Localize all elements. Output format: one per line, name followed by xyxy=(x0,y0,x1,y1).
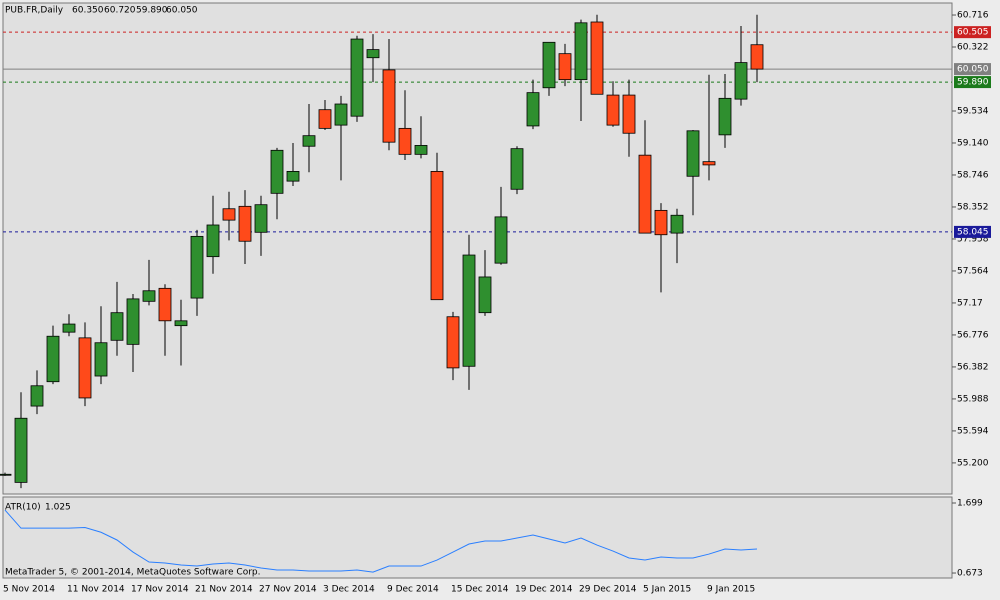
candle-body xyxy=(702,161,716,166)
candle-body xyxy=(718,97,732,136)
indicator-tick-label: 0.673 xyxy=(957,569,983,579)
price-level-label: 60.505 xyxy=(957,28,989,38)
candle-body xyxy=(622,94,636,134)
candle-body xyxy=(638,154,652,234)
atr-line xyxy=(4,509,758,573)
candle-body xyxy=(430,171,444,301)
price-level-label: 58.045 xyxy=(957,227,989,237)
candle-body xyxy=(686,130,700,177)
candle-body xyxy=(110,312,124,341)
y-tick-label: 56.776 xyxy=(957,330,989,340)
x-tick-label: 21 Nov 2014 xyxy=(195,585,253,595)
y-tick-label: 56.382 xyxy=(957,362,989,372)
candle-body xyxy=(286,171,300,182)
y-tick-label: 59.534 xyxy=(957,106,989,116)
candle-body xyxy=(734,62,748,100)
candle-body xyxy=(366,49,380,59)
y-tick-label: 55.988 xyxy=(957,394,989,404)
x-tick-label: 5 Jan 2015 xyxy=(643,585,691,595)
candle-body xyxy=(206,224,220,258)
y-tick-label: 57.17 xyxy=(957,298,983,308)
candle-body xyxy=(398,127,412,155)
price-level-tag xyxy=(954,63,991,76)
indicator-label: ATR(10) xyxy=(5,503,41,513)
candle-body xyxy=(510,148,524,190)
candle-body xyxy=(542,41,556,89)
candle-body xyxy=(158,287,172,322)
candle-body xyxy=(222,208,236,221)
y-tick-label: 55.594 xyxy=(957,426,989,436)
candle-body xyxy=(446,316,460,369)
y-tick-label: 58.352 xyxy=(957,202,989,212)
title-high: 60.720 xyxy=(104,6,136,16)
candle-body xyxy=(750,44,764,70)
x-tick-label: 15 Dec 2014 xyxy=(451,585,509,595)
candle-body xyxy=(670,214,684,234)
candle-body xyxy=(62,323,76,333)
x-tick-label: 9 Jan 2015 xyxy=(707,585,755,595)
title-open: 60.350 xyxy=(72,6,104,16)
candle-body xyxy=(462,254,476,367)
indicator-tick-label: 1.699 xyxy=(957,499,983,509)
y-tick-label: 57.564 xyxy=(957,266,989,276)
candle-body xyxy=(350,38,364,117)
x-tick-label: 9 Dec 2014 xyxy=(387,585,439,595)
candle-body xyxy=(558,53,572,81)
price-level-label: 59.890 xyxy=(957,78,989,88)
indicator-panel xyxy=(2,496,953,579)
candle-body xyxy=(174,320,188,327)
candle-body xyxy=(302,135,316,147)
copyright: MetaTrader 5, © 2001-2014, MetaQuotes So… xyxy=(5,568,261,578)
candle-body xyxy=(606,94,620,126)
symbol-title: PUB.FR,Daily xyxy=(5,6,64,16)
candle-body xyxy=(334,103,348,126)
candle-body xyxy=(94,342,108,377)
price-level-tag xyxy=(954,26,991,39)
price-level-tag xyxy=(954,225,991,238)
x-tick-label: 11 Nov 2014 xyxy=(67,585,125,595)
x-tick-label: 3 Dec 2014 xyxy=(323,585,375,595)
candle-body xyxy=(30,385,44,407)
y-tick-label: 60.716 xyxy=(957,11,989,21)
candle-body xyxy=(190,235,204,299)
candle-body xyxy=(238,205,252,242)
candle-body xyxy=(126,298,140,345)
candle-body xyxy=(574,22,588,81)
candle-body xyxy=(590,21,604,95)
y-tick-label: 59.140 xyxy=(957,138,989,148)
y-tick-label: 55.200 xyxy=(957,458,989,468)
price-level-tag xyxy=(954,76,991,89)
y-tick-label: 57.958 xyxy=(957,234,989,244)
candle-body xyxy=(46,335,60,383)
candle-body xyxy=(142,290,156,302)
candle-body xyxy=(318,109,332,129)
x-tick-label: 5 Nov 2014 xyxy=(3,585,55,595)
candle-body xyxy=(78,337,92,399)
candle-body xyxy=(654,209,668,236)
y-tick-label: 60.322 xyxy=(957,43,989,53)
candle-body xyxy=(382,69,396,143)
candle-body xyxy=(478,276,492,314)
y-tick-label: 58.746 xyxy=(957,170,989,180)
candle-body xyxy=(14,417,28,483)
indicator-value: 1.025 xyxy=(45,503,71,513)
candle-body xyxy=(414,145,428,155)
x-tick-label: 19 Dec 2014 xyxy=(515,585,573,595)
candle-body xyxy=(270,149,284,194)
title-close: 60.050 xyxy=(166,6,198,16)
title-low: 59.890 xyxy=(136,6,168,16)
candle-body xyxy=(526,92,540,127)
x-tick-label: 29 Dec 2014 xyxy=(579,585,637,595)
x-tick-label: 17 Nov 2014 xyxy=(131,585,189,595)
price-level-label: 60.050 xyxy=(957,65,989,75)
x-tick-label: 27 Nov 2014 xyxy=(259,585,317,595)
price-panel xyxy=(2,2,953,495)
candle-body xyxy=(254,204,268,233)
candle-body xyxy=(494,216,508,264)
candle-body xyxy=(0,473,12,476)
